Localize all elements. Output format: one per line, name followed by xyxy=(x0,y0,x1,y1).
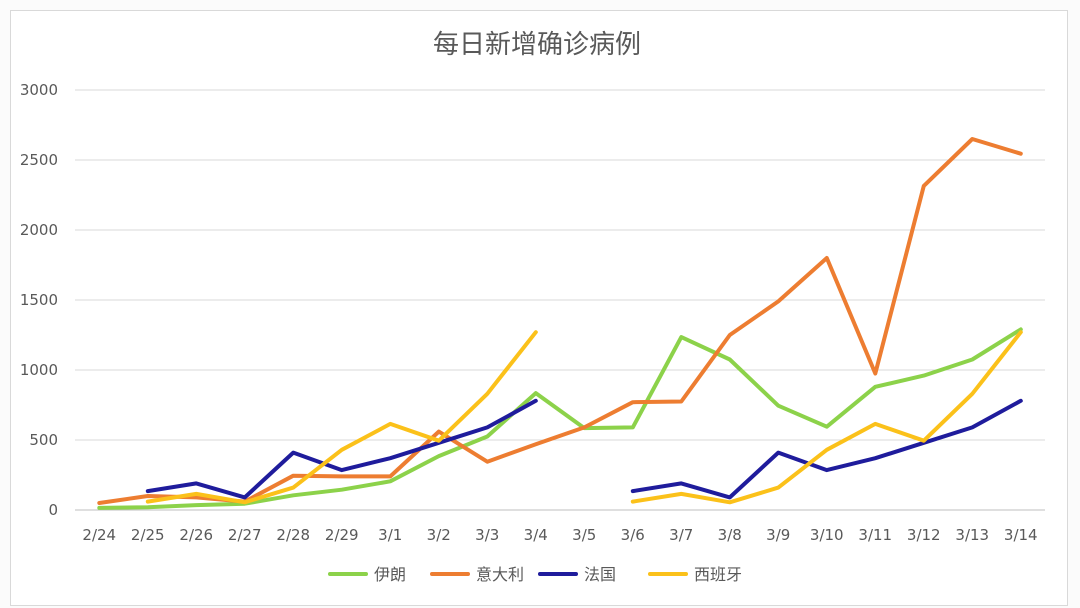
series-line-segment xyxy=(145,398,538,500)
x-tick-label: 2/29 xyxy=(325,526,359,544)
y-tick-label: 0 xyxy=(48,501,58,519)
series-3 xyxy=(145,398,1023,500)
legend-item[interactable]: 意大利 xyxy=(430,565,524,584)
y-tick-label: 2500 xyxy=(20,151,58,169)
series-2 xyxy=(97,137,1023,505)
series-line-segment xyxy=(97,137,1023,505)
y-tick-label: 1000 xyxy=(20,361,58,379)
x-tick-label: 3/11 xyxy=(858,526,892,544)
chart-title: 每日新增确诊病例 xyxy=(433,30,641,60)
x-tick-label: 3/13 xyxy=(955,526,989,544)
x-tick-label: 3/10 xyxy=(810,526,844,544)
x-tick-label: 3/2 xyxy=(427,526,451,544)
x-tick-label: 3/9 xyxy=(766,526,790,544)
x-tick-label: 3/7 xyxy=(669,526,693,544)
x-tick-label: 2/25 xyxy=(131,526,165,544)
y-tick-label: 2000 xyxy=(20,221,58,239)
x-tick-label: 3/8 xyxy=(718,526,742,544)
x-tick-label: 2/28 xyxy=(276,526,310,544)
y-tick-label: 1500 xyxy=(20,291,58,309)
x-tick-label: 2/27 xyxy=(228,526,262,544)
x-tick-label: 3/12 xyxy=(907,526,941,544)
legend-item[interactable]: 伊朗 xyxy=(328,565,406,584)
y-tick-label: 500 xyxy=(29,431,58,449)
x-tick-label: 3/4 xyxy=(524,526,548,544)
series-1 xyxy=(97,327,1023,510)
legend-label: 伊朗 xyxy=(374,565,406,584)
x-axis-tick-labels: 2/24 2/25 2/26 2/27 2/28 2/29 3/1 3/2 3/3 3/4 3/5 3… xyxy=(82,526,1037,544)
legend-label: 法国 xyxy=(584,565,616,584)
legend-label: 西班牙 xyxy=(694,565,742,584)
series-lines xyxy=(97,137,1023,510)
x-tick-label: 3/1 xyxy=(378,526,402,544)
legend-item[interactable]: 法国 xyxy=(538,565,616,584)
x-tick-label: 2/26 xyxy=(179,526,213,544)
x-tick-label: 3/5 xyxy=(572,526,596,544)
series-4 xyxy=(145,330,1023,505)
legend-label: 意大利 xyxy=(476,565,524,584)
legend: 伊朗 意大利 法国 西班牙 xyxy=(328,565,742,584)
legend-item[interactable]: 西班牙 xyxy=(648,565,742,584)
gridlines xyxy=(75,89,1045,511)
series-line-segment xyxy=(630,330,1023,505)
x-tick-label: 3/14 xyxy=(1004,526,1038,544)
series-line-segment xyxy=(97,327,1023,510)
y-axis-tick-labels: 0 500 1000 1500 2000 2500 3000 xyxy=(20,81,58,519)
series-line-segment xyxy=(145,330,538,505)
y-tick-label: 3000 xyxy=(20,81,58,99)
series-line-segment xyxy=(630,398,1023,500)
x-tick-label: 3/6 xyxy=(621,526,645,544)
x-tick-label: 2/24 xyxy=(82,526,116,544)
x-tick-label: 3/3 xyxy=(475,526,499,544)
